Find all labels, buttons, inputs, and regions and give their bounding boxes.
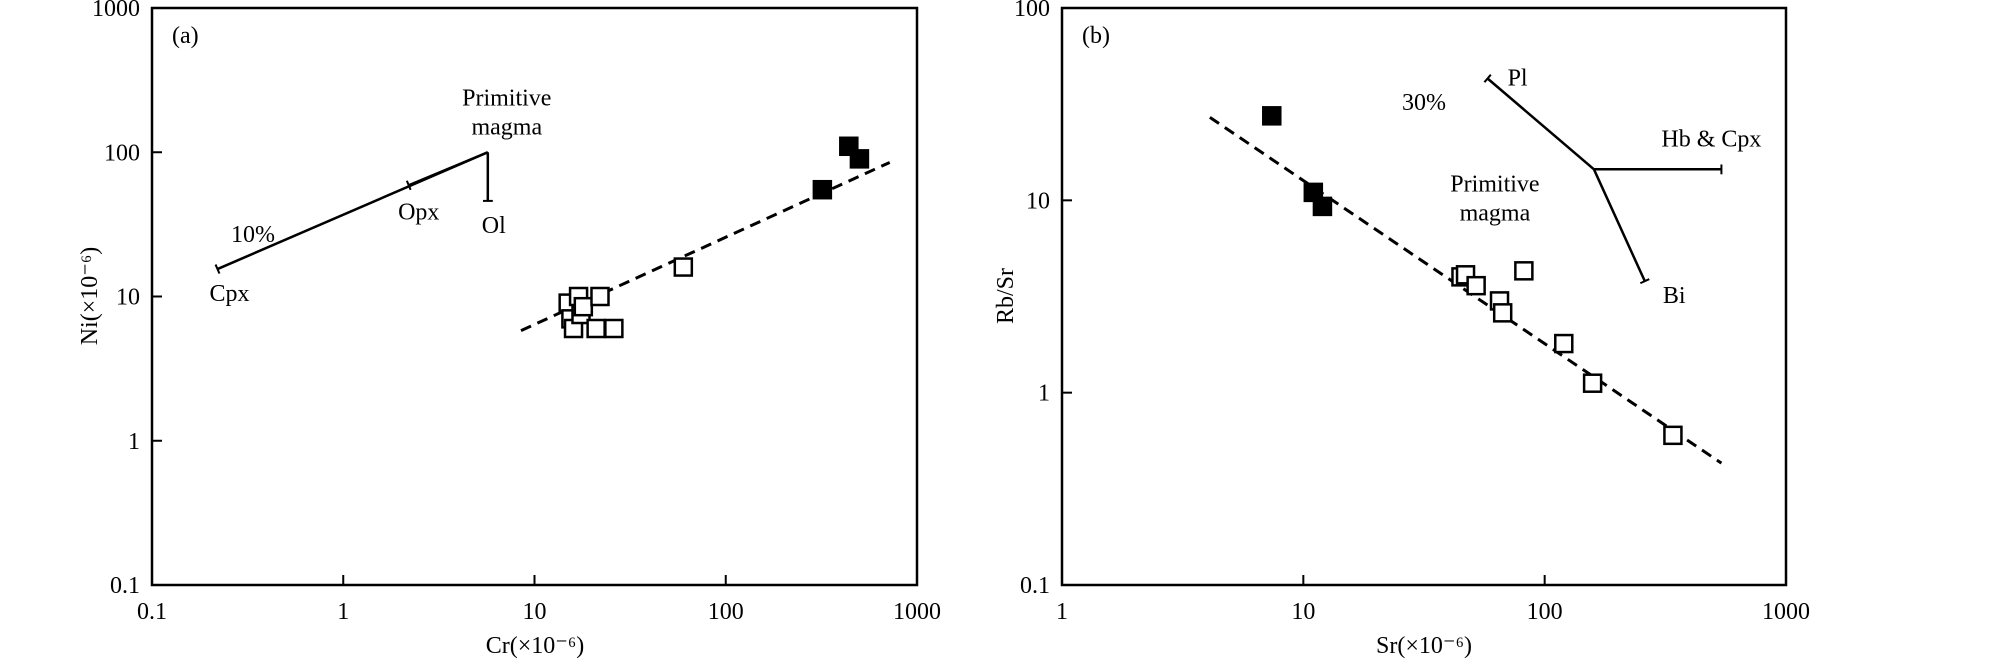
panel-b-filled-square-point bbox=[1262, 106, 1282, 126]
panel-b-x-axis-title: Sr(×10⁻⁶) bbox=[1376, 633, 1472, 659]
panel-a-points bbox=[558, 136, 870, 339]
panel-b-y-tick-label: 0.1 bbox=[1020, 573, 1050, 599]
panel-a-y-tick-label: 10 bbox=[116, 285, 140, 311]
panel-b-y-tick-label: 100 bbox=[1014, 0, 1050, 22]
panel-a-y-axis-title: Ni(×10⁻⁶) bbox=[77, 247, 103, 346]
panel-a-y-tick-label: 1 bbox=[128, 429, 140, 455]
panel-a-x-tick-label: 10 bbox=[523, 599, 547, 625]
panel-a-open-square-point bbox=[586, 318, 606, 339]
panel-a-x-axis-title: Cr(×10⁻⁶) bbox=[486, 633, 585, 659]
panel-b-y-tick-label: 1 bbox=[1038, 381, 1050, 407]
panel-a-x-tick-label: 100 bbox=[708, 599, 744, 625]
panel-a-y-ticks: 0.1 1 10 100 1000 bbox=[92, 0, 162, 599]
panel-a-x-tick-label: 0.1 bbox=[137, 599, 167, 625]
panel-b-open-square-point bbox=[1466, 275, 1486, 296]
panel-b-vector-label: Bi bbox=[1663, 283, 1686, 309]
panel-b-vector-label: Pl bbox=[1508, 65, 1528, 91]
panel-a-percent-label: 10% bbox=[231, 222, 275, 248]
panel-a-open-square-point bbox=[590, 286, 610, 307]
panel-b: (b) Sr(×10⁻⁶) Rb/Sr 1 10 100 1000 0.1110100… bbox=[993, 0, 1810, 659]
panel-b-y-tick-label: 10 bbox=[1026, 188, 1050, 214]
panel-b-vectors: Pl Hb & Cpx Bi Primitive magma 30% bbox=[1402, 65, 1761, 309]
panel-b-x-tick-label: 1 bbox=[1056, 599, 1068, 625]
panel-b-vector-label: Hb & Cpx bbox=[1661, 126, 1761, 152]
panel-b-y-ticks: 0.1 1 10 100 bbox=[1014, 0, 1072, 599]
panel-a-trend-group bbox=[520, 161, 891, 332]
panel-a-y-tick-label: 1000 bbox=[92, 0, 140, 22]
panel-a-vector-label: Opx bbox=[398, 199, 439, 225]
panel-b-y-axis-title: Rb/Sr bbox=[993, 268, 1019, 324]
panel-b-points bbox=[1262, 106, 1683, 446]
panel-a-open-square-point bbox=[573, 296, 594, 317]
panel-b-origin-label: Primitive bbox=[1450, 171, 1539, 197]
panel-b-vector-pl bbox=[1483, 74, 1595, 171]
panel-b-filled-square-point bbox=[1312, 196, 1333, 217]
panel-a-trend-line bbox=[520, 161, 891, 332]
panel-b-trend-group bbox=[1209, 116, 1723, 465]
panel-a-x-tick-label: 1000 bbox=[893, 599, 941, 625]
panel-a-x-ticks: 0.1 1 10 100 1000 bbox=[137, 575, 941, 625]
panel-b-vector-bi bbox=[1592, 168, 1650, 285]
panel-b-label: (b) bbox=[1082, 23, 1110, 49]
panel-b-x-ticks: 1 10 100 1000 bbox=[1056, 575, 1810, 625]
panel-a-open-square-point bbox=[673, 257, 694, 277]
panel-b-open-square-point bbox=[1492, 303, 1513, 323]
panel-a-filled-square-point bbox=[812, 179, 833, 200]
panel-a-filled-square-point bbox=[849, 149, 870, 169]
panel-a: (a) Cr(×10⁻⁶) Ni(×10⁻⁶) 0.1 1 10 100 1000 0.… bbox=[77, 0, 941, 659]
panel-a-vector-label: Ol bbox=[482, 213, 506, 239]
panel-b-percent-label: 30% bbox=[1402, 90, 1446, 116]
panel-a-x-tick-label: 1 bbox=[337, 599, 349, 625]
panel-b-open-square-point bbox=[1582, 373, 1603, 393]
panel-a-open-square-point bbox=[604, 318, 624, 339]
panel-a-vectors: Cpx Opx Ol Primitive magma 10% bbox=[209, 85, 551, 307]
panel-a-y-tick-label: 0.1 bbox=[110, 573, 140, 599]
panel-b-x-tick-label: 10 bbox=[1291, 599, 1315, 625]
panel-b-open-square-point bbox=[1514, 261, 1534, 281]
panel-b-frame bbox=[1060, 6, 1788, 587]
panel-b-open-square-point bbox=[1554, 333, 1574, 354]
panel-b-x-tick-label: 100 bbox=[1527, 599, 1563, 625]
panel-b-origin-label: magma bbox=[1460, 200, 1531, 226]
panel-a-origin-label: Primitive bbox=[462, 85, 551, 111]
panel-a-y-tick-label: 100 bbox=[104, 140, 140, 166]
panel-b-x-tick-label: 1000 bbox=[1762, 599, 1810, 625]
panel-a-vector-label: Cpx bbox=[209, 281, 249, 307]
panel-a-vector-opx bbox=[405, 151, 489, 191]
panel-b-open-square-point bbox=[1663, 425, 1683, 446]
panel-a-label: (a) bbox=[172, 23, 199, 49]
panel-a-origin-label: magma bbox=[471, 114, 542, 140]
panel-b-trend-line bbox=[1209, 116, 1723, 465]
